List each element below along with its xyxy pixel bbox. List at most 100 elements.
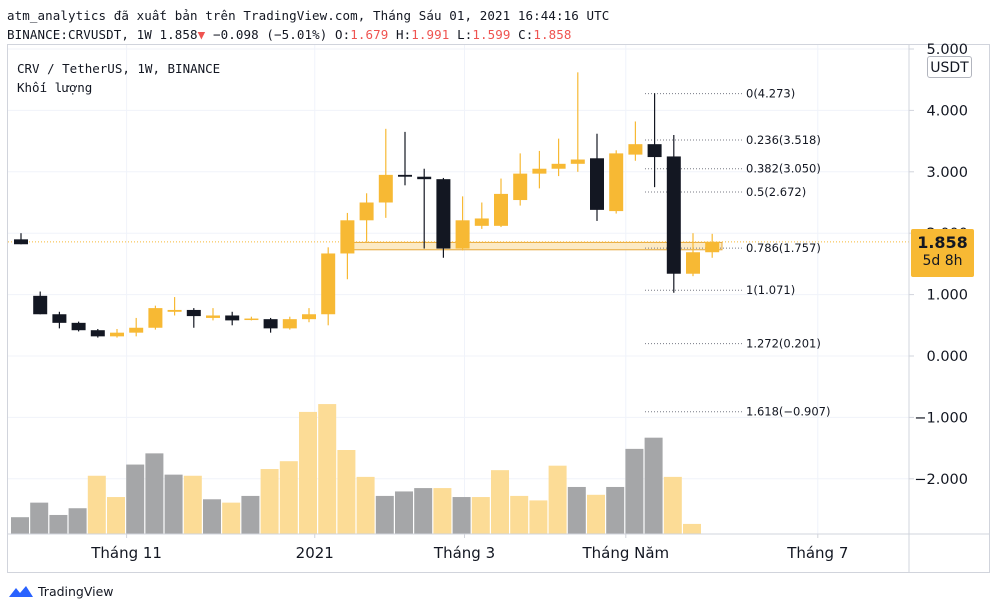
candle-body xyxy=(14,239,28,245)
high-value: 1.991 xyxy=(411,27,450,42)
candle-body xyxy=(417,176,432,180)
candle-body xyxy=(52,314,67,323)
currency-button[interactable]: USDT xyxy=(927,56,972,78)
volume-bar xyxy=(606,486,625,534)
candle-body xyxy=(302,314,316,320)
volume-bar xyxy=(68,508,87,534)
tradingview-logo[interactable]: TradingView xyxy=(8,584,114,599)
candle-body xyxy=(494,193,508,226)
candle-body xyxy=(263,319,278,329)
volume-bar xyxy=(491,470,509,534)
volume-bar xyxy=(625,448,644,534)
volume-bar xyxy=(260,469,279,534)
volume-bar xyxy=(222,502,241,534)
volume-bar xyxy=(11,517,29,534)
volume-bar xyxy=(683,523,701,534)
volume-bar xyxy=(529,500,548,534)
time-tick-label: Tháng 11 xyxy=(90,544,162,562)
low-value: 1.599 xyxy=(472,27,511,42)
candle-body xyxy=(282,319,297,329)
volume-bar xyxy=(203,499,221,534)
candle-body xyxy=(359,202,374,221)
volume-bar xyxy=(548,465,567,534)
open-value: 1.679 xyxy=(350,27,389,42)
candle-body xyxy=(551,163,566,169)
volume-bar xyxy=(241,495,260,534)
fib-level-label: 1.618(−0.907) xyxy=(746,405,830,419)
tradingview-logo-icon xyxy=(9,585,33,597)
low-label: L: xyxy=(457,27,473,42)
time-tick-label: Tháng Năm xyxy=(581,544,669,562)
chart-legend-pair: CRV / TetherUS, 1W, BINANCE xyxy=(17,61,221,76)
chart-legend-volume: Khối lượng xyxy=(17,80,93,95)
volume-bar xyxy=(433,488,452,534)
candle-body xyxy=(666,156,681,274)
publish-info: atm_analytics đã xuất bản trên TradingVi… xyxy=(7,8,610,23)
support-zone xyxy=(351,241,723,251)
candle-body xyxy=(167,309,182,312)
fib-level-label: 0.786(1.757) xyxy=(746,241,821,255)
volume-bar xyxy=(299,411,317,534)
time-tick-label: Tháng 7 xyxy=(786,544,848,562)
last-price-tag-value: 1.858 xyxy=(917,233,968,252)
volume-bar xyxy=(30,502,49,534)
candle-body xyxy=(513,173,528,201)
volume-bar xyxy=(452,497,471,534)
candle-body xyxy=(148,308,163,328)
price-tick-label: 3.000 xyxy=(926,165,968,181)
fib-level-label: 0.5(2.672) xyxy=(746,185,806,199)
candle-body xyxy=(398,174,412,177)
candle-body xyxy=(110,332,124,337)
volume-bar xyxy=(663,476,682,534)
volume-bar xyxy=(145,453,164,534)
candle-body xyxy=(206,315,220,318)
ohlc-header: BINANCE:CRVUSDT, 1W 1.858▼ −0.098 (−5.01… xyxy=(7,27,572,42)
volume-bar xyxy=(164,474,183,534)
price-tick-label: −1.000 xyxy=(914,410,968,426)
close-label: C: xyxy=(518,27,534,42)
last-price: 1.858 xyxy=(159,27,198,42)
candle-body xyxy=(321,253,336,315)
volume-bar xyxy=(126,464,145,534)
symbol-info: BINANCE:CRVUSDT, 1W xyxy=(7,27,152,42)
candle-body xyxy=(686,252,700,274)
price-tick-label: 0.000 xyxy=(926,349,968,365)
candle-body xyxy=(33,295,48,315)
candle-body xyxy=(225,315,240,321)
volume-bar xyxy=(279,461,298,534)
bar-countdown: 5d 8h xyxy=(922,253,963,269)
volume-bar xyxy=(375,495,394,534)
close-value: 1.858 xyxy=(533,27,572,42)
candle-body xyxy=(378,174,393,203)
fib-level-label: 1(1.071) xyxy=(746,283,795,297)
candle-body xyxy=(609,153,624,212)
candle-body xyxy=(244,318,259,321)
fib-level-label: 0(4.273) xyxy=(746,87,795,101)
volume-bar xyxy=(471,497,490,534)
volume-bar xyxy=(87,475,106,534)
volume-bar xyxy=(567,486,586,534)
volume-bar xyxy=(356,476,375,534)
candle-body xyxy=(186,309,201,317)
fib-level-label: 0.236(3.518) xyxy=(746,133,821,147)
time-tick-label: Tháng 3 xyxy=(433,544,495,562)
volume-bar xyxy=(318,404,337,534)
volume-bar xyxy=(49,514,68,534)
volume-bar xyxy=(337,450,356,534)
down-arrow-icon: ▼ xyxy=(197,27,206,42)
volume-bar xyxy=(510,495,529,534)
brand-name: TradingView xyxy=(38,584,114,599)
volume-bar xyxy=(414,488,433,534)
price-tick-label: −2.000 xyxy=(914,472,968,488)
price-change: −0.098 (−5.01%) xyxy=(212,27,328,42)
candle-body xyxy=(647,144,662,158)
candle-body xyxy=(129,327,144,333)
volume-bar xyxy=(107,497,125,534)
candle-body xyxy=(532,168,547,174)
fib-level-label: 0.382(3.050) xyxy=(746,162,821,176)
time-tick-label: 2021 xyxy=(296,544,334,562)
volume-bar xyxy=(183,475,202,534)
candle-body xyxy=(90,330,105,337)
candle-body xyxy=(455,220,470,249)
